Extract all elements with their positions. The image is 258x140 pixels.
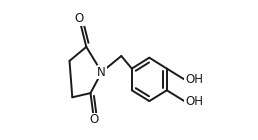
Text: N: N — [97, 66, 106, 79]
Text: OH: OH — [185, 73, 203, 86]
Text: OH: OH — [185, 95, 203, 108]
Text: O: O — [89, 113, 99, 126]
Text: O: O — [75, 12, 84, 25]
